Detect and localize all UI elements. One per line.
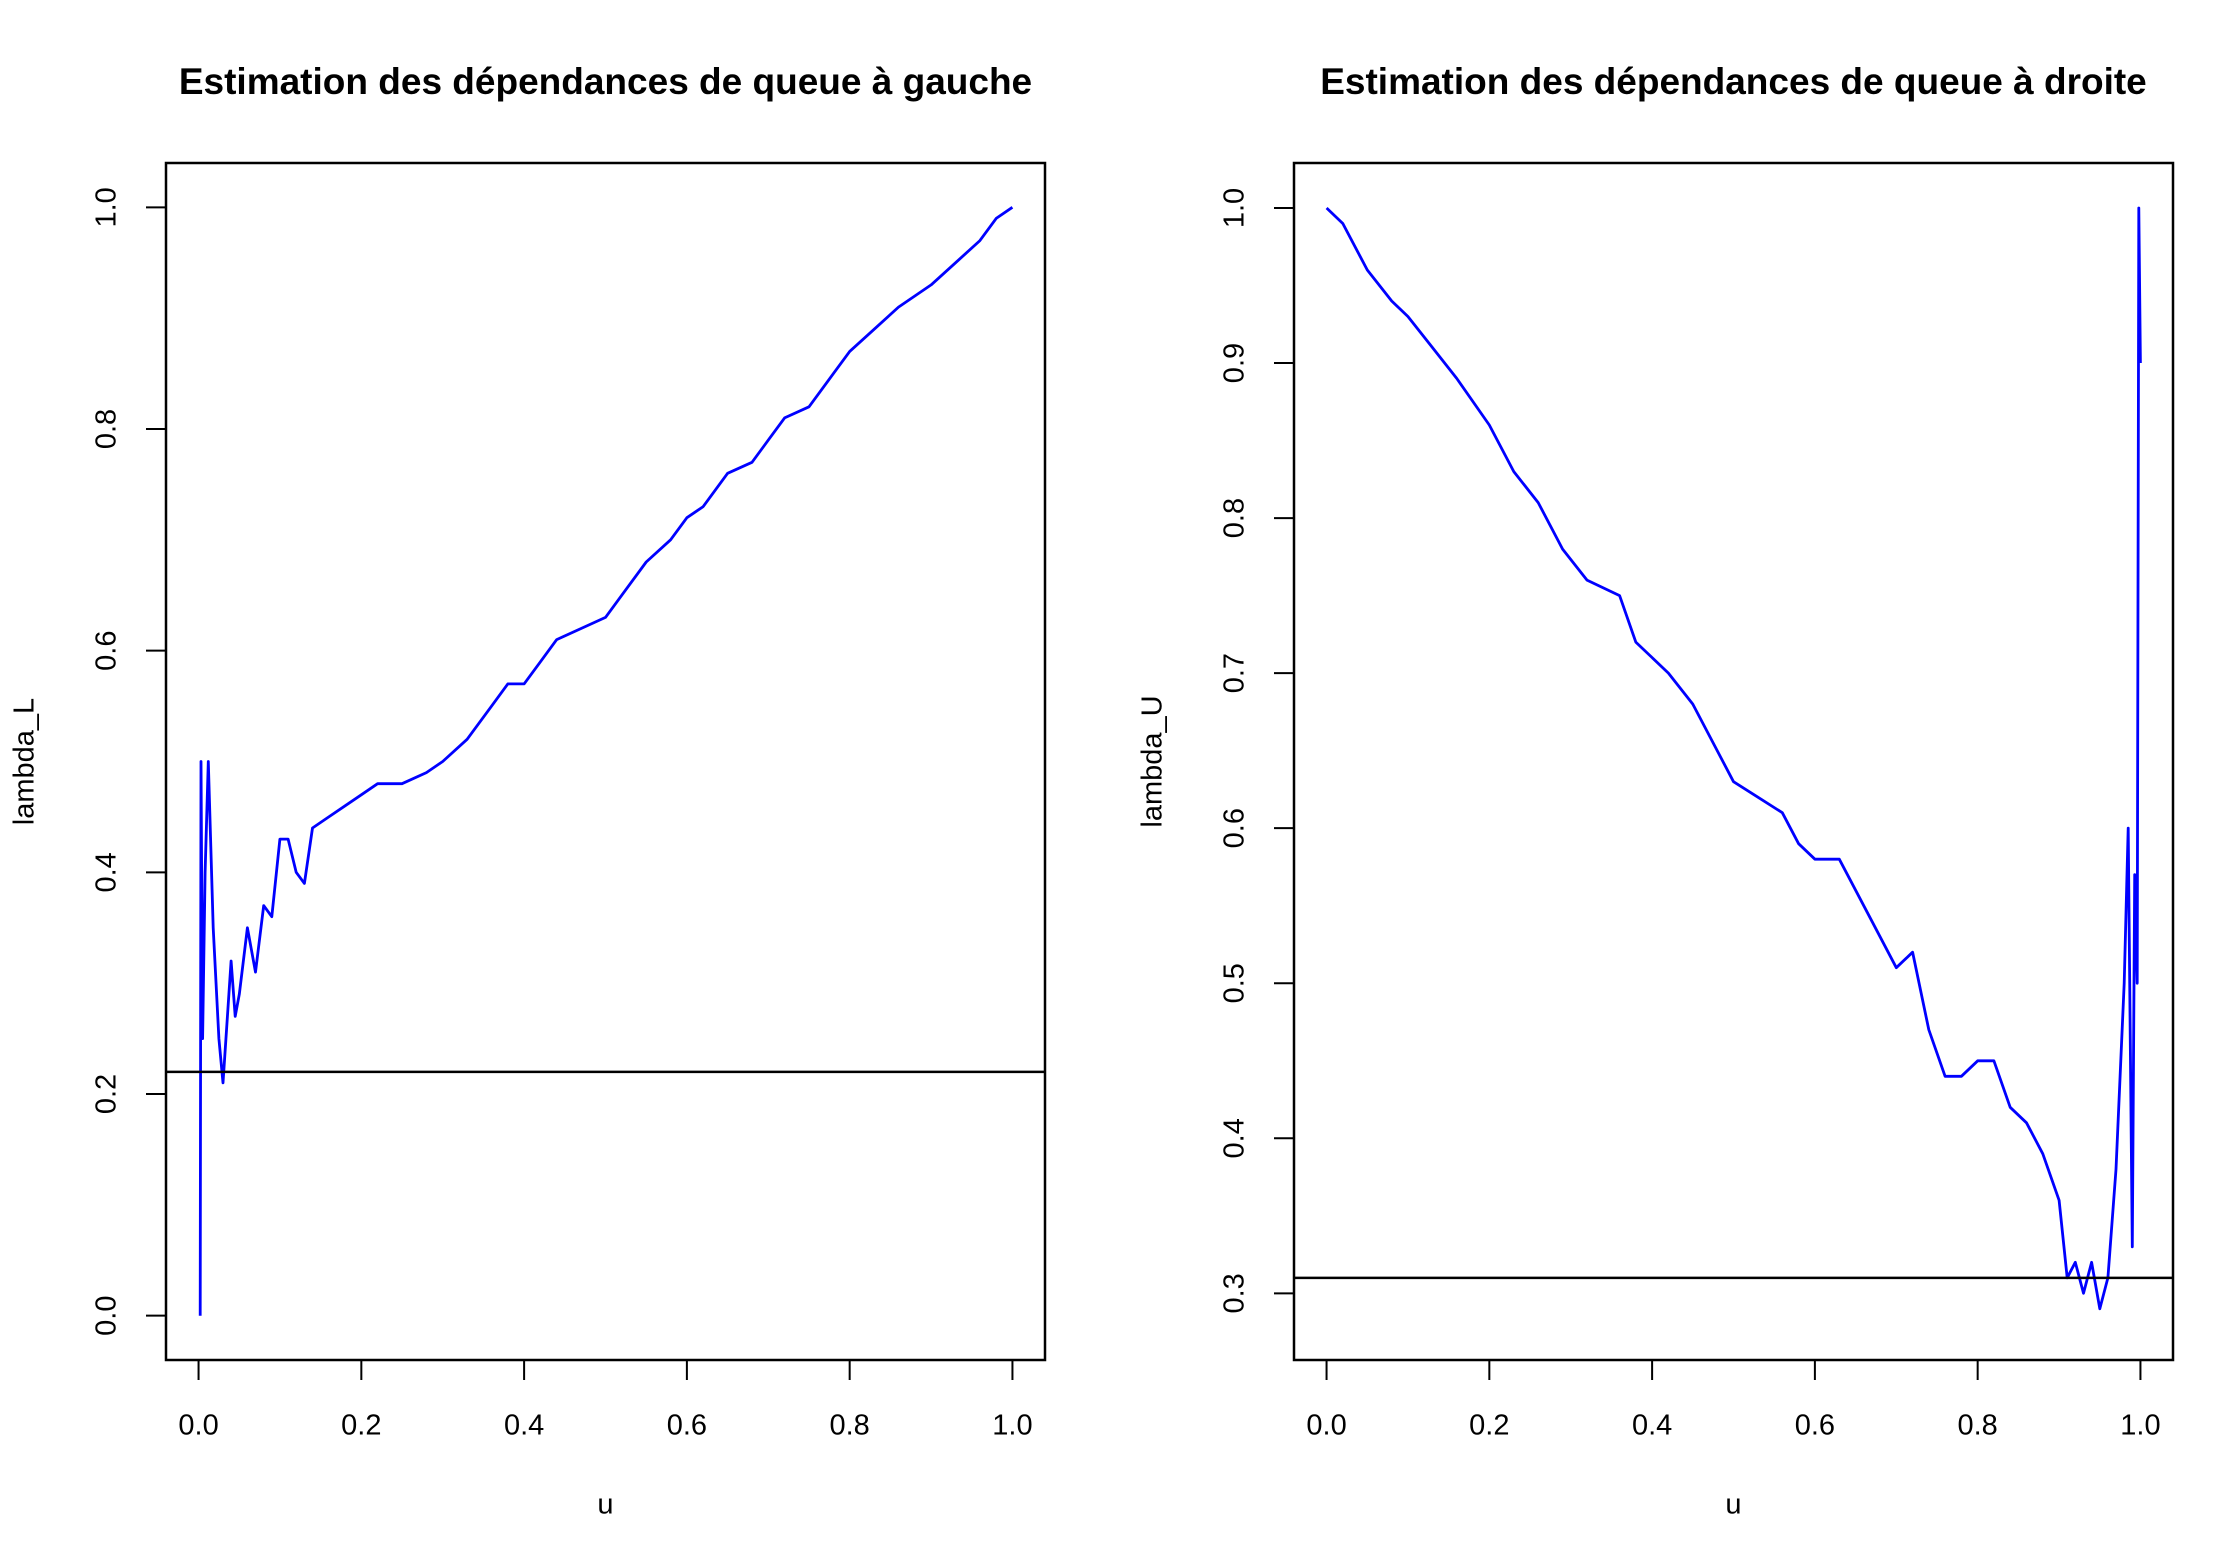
y-tick-label: 0.6 (1219, 808, 1251, 848)
y-tick-label: 1.0 (1219, 188, 1251, 228)
x-tick-label: 0.4 (504, 1410, 544, 1442)
x-tick-label: 0.8 (1958, 1410, 1998, 1442)
data-line (1325, 206, 2142, 1311)
x-tick-label: 0.8 (830, 1410, 870, 1442)
plot-box (1292, 161, 2175, 1362)
x-tick-label: 0.0 (178, 1410, 218, 1442)
x-axis-label: u (597, 1489, 613, 1521)
x-tick-label: 0.2 (1469, 1410, 1509, 1442)
x-tick-label: 0.6 (667, 1410, 707, 1442)
x-tick-label: 0.2 (341, 1410, 381, 1442)
y-tick-label: 1.0 (91, 187, 123, 227)
y-tick-label: 0.0 (91, 1296, 123, 1336)
chart-title: Estimation des dépendances de queue à dr… (1320, 61, 2147, 102)
x-tick-label: 1.0 (2120, 1410, 2160, 1442)
plot-box (164, 161, 1047, 1362)
x-tick-label: 0.0 (1306, 1410, 1346, 1442)
y-tick-label: 0.3 (1219, 1273, 1251, 1313)
y-axis-label: lambda_U (1137, 695, 1169, 827)
y-tick-label: 0.2 (91, 1074, 123, 1114)
chart-title: Estimation des dépendances de queue à ga… (179, 61, 1032, 102)
y-tick-label: 0.4 (91, 852, 123, 892)
data-line (198, 206, 1014, 1316)
x-axis-label: u (1725, 1489, 1741, 1521)
y-tick-label: 0.5 (1219, 963, 1251, 1003)
y-tick-label: 0.9 (1219, 343, 1251, 383)
y-tick-label: 0.4 (1219, 1118, 1251, 1158)
y-tick-label: 0.8 (1219, 498, 1251, 538)
y-axis-label: lambda_L (9, 698, 41, 825)
x-tick-label: 1.0 (992, 1410, 1032, 1442)
y-tick-label: 0.7 (1219, 653, 1251, 693)
x-tick-label: 0.6 (1795, 1410, 1835, 1442)
y-tick-label: 0.8 (91, 409, 123, 449)
y-tick-label: 0.6 (91, 631, 123, 671)
x-tick-label: 0.4 (1632, 1410, 1672, 1442)
